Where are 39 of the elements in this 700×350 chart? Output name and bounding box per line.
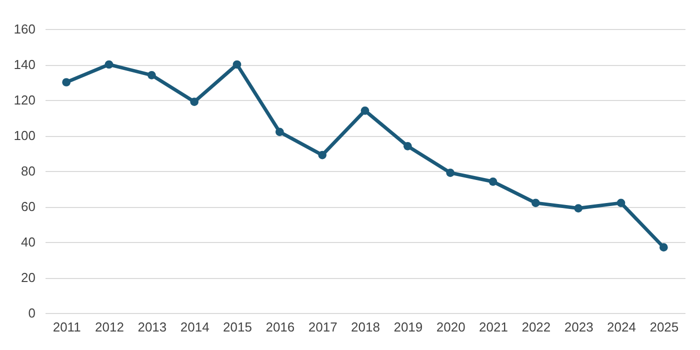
point <box>275 128 284 136</box>
y-tick-label: 40 <box>21 234 36 250</box>
x-tick-label: 2014 <box>180 320 210 334</box>
x-tick-label: 2016 <box>266 320 295 334</box>
point <box>446 168 455 177</box>
x-tick-label: 2024 <box>607 320 636 334</box>
x-tick-label: 2011 <box>52 320 81 334</box>
point <box>403 142 412 150</box>
x-tick-label: 2025 <box>650 320 679 334</box>
point <box>360 106 370 115</box>
x-tick-label: 2017 <box>308 320 338 334</box>
y-tick-label: 20 <box>21 270 36 285</box>
x-tick-label: 2020 <box>436 320 466 334</box>
point <box>616 198 626 208</box>
point <box>659 243 668 252</box>
point <box>190 98 199 106</box>
x-tick-label: 2015 <box>223 320 252 334</box>
x-tick-label: 2021 <box>479 320 508 334</box>
y-tick-label: 100 <box>14 128 36 143</box>
y-tick-label: 120 <box>14 92 36 108</box>
point <box>232 60 242 69</box>
y-tick-label: 140 <box>14 57 36 72</box>
point <box>147 70 156 80</box>
x-tick-label: 2018 <box>351 320 380 334</box>
y-tick-label: 0 <box>28 306 36 320</box>
x-tick-label: 2013 <box>138 320 167 334</box>
point <box>62 78 71 86</box>
x-tick-label: 2022 <box>522 320 551 334</box>
point <box>488 177 498 186</box>
point <box>318 150 327 160</box>
point <box>104 60 114 69</box>
x-tick-label: 2023 <box>564 320 594 334</box>
y-tick-label: 60 <box>21 199 36 214</box>
y-tick-label: 160 <box>14 22 36 36</box>
x-tick-label: 2012 <box>95 320 124 334</box>
y-tick-label: 80 <box>21 164 36 178</box>
point <box>574 204 583 212</box>
point <box>531 198 540 208</box>
x-tick-label: 2019 <box>394 320 423 334</box>
